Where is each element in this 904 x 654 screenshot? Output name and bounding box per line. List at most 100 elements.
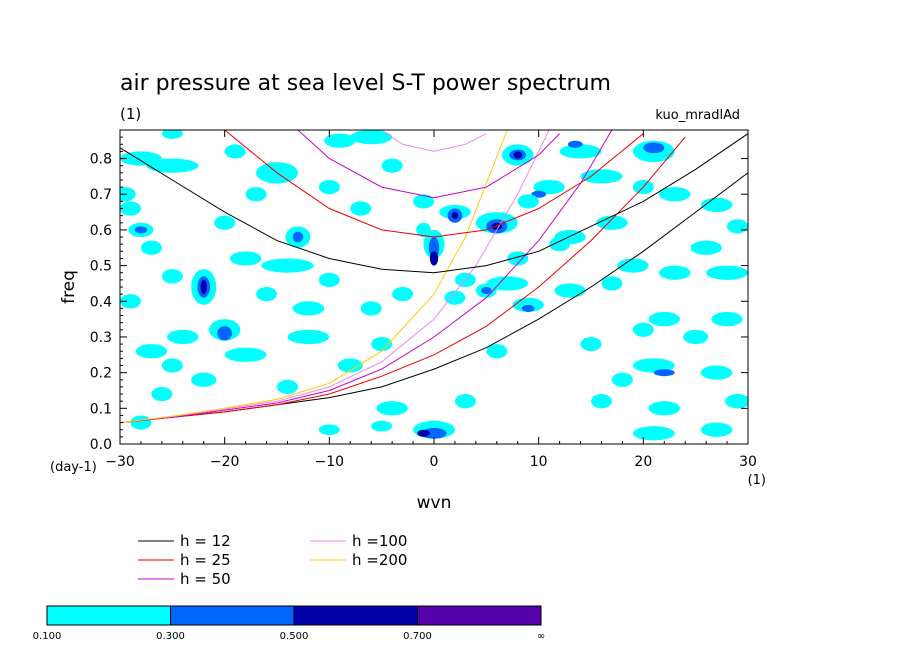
power-contours: [120, 119, 748, 441]
dispersion-curve-eig: [120, 130, 508, 424]
power-blob: [350, 130, 393, 145]
power-blob: [724, 394, 748, 409]
legend-label: h =200: [352, 551, 407, 569]
power-blob: [517, 194, 539, 209]
power-blob: [371, 336, 393, 352]
power-blob: [533, 179, 565, 195]
power-blob: [612, 119, 633, 126]
power-blob: [191, 372, 217, 387]
power-blob: [161, 130, 183, 139]
power-blob: [337, 358, 363, 373]
x-axis: −30 −20 −10 0 10 20 30: [105, 130, 757, 470]
power-blob: [413, 194, 434, 209]
power-blob: [292, 231, 304, 243]
power-blob: [135, 344, 168, 359]
y-tick-label: 0.1: [90, 401, 112, 417]
chart-subtitle-right: kuo_mradlAd: [655, 108, 740, 123]
power-blob: [700, 365, 733, 380]
power-blob: [481, 287, 492, 295]
power-blob: [617, 258, 649, 273]
power-blob: [416, 222, 431, 238]
y-axis-title: freq: [59, 270, 79, 304]
colorbar-swatch: [293, 605, 418, 626]
chart-subtitle-left: (1): [120, 105, 141, 123]
power-blob: [601, 276, 623, 291]
dispersion-curve-eig: [120, 172, 748, 424]
legend-label: h = 50: [180, 570, 231, 588]
power-blob: [559, 144, 602, 159]
power-blob: [120, 201, 141, 216]
power-blob: [256, 287, 277, 302]
legend-label: h = 25: [180, 551, 231, 569]
dispersion-curve-eig: [120, 130, 613, 424]
power-blob: [140, 240, 162, 255]
colorbar-label: 0.500: [280, 631, 309, 642]
power-blob: [277, 379, 298, 395]
power-blob: [350, 201, 372, 216]
power-blob: [554, 283, 586, 298]
power-blob: [318, 272, 340, 288]
power-blob: [376, 401, 408, 416]
y-tick-label: 0.4: [90, 294, 112, 310]
power-blob: [392, 287, 414, 302]
power-blob: [371, 420, 393, 432]
power-blob: [146, 158, 199, 173]
colorbar-label: ∞: [537, 631, 545, 642]
legend-label: h = 12: [180, 532, 231, 550]
y-unit-label: (day-1): [50, 460, 97, 475]
y-axis: 0.0 0.1 0.2 0.3 0.4 0.5 0.6 0.7 0.8: [90, 136, 748, 453]
power-blob: [444, 290, 466, 305]
colorbar-label: 0.300: [156, 631, 185, 642]
x-tick-label: 10: [530, 454, 548, 470]
x-axis-title: wvn: [417, 493, 452, 513]
x-tick-label: 20: [634, 454, 652, 470]
power-blob: [381, 158, 403, 173]
legend-label: h =100: [352, 532, 407, 550]
power-blob: [151, 386, 173, 402]
power-blob: [245, 187, 267, 202]
power-blob: [224, 144, 246, 159]
power-blob: [429, 251, 439, 266]
power-blob: [580, 169, 623, 184]
power-blob: [224, 347, 267, 362]
colorbar-swatch: [170, 605, 295, 626]
y-tick-label: 0.6: [90, 223, 112, 239]
x-tick-label: 0: [430, 454, 439, 470]
power-blob: [287, 329, 330, 345]
power-blob: [567, 140, 583, 148]
power-blob: [229, 251, 262, 266]
power-blob: [513, 151, 522, 159]
y-tick-label: 0.0: [90, 437, 112, 453]
power-blob: [292, 301, 325, 316]
power-blob: [611, 372, 633, 387]
power-blob: [632, 322, 654, 337]
power-blob: [648, 401, 680, 416]
power-blob: [161, 358, 183, 373]
power-blob: [217, 326, 232, 341]
power-blob: [451, 212, 459, 220]
colorbar-label: 0.100: [33, 631, 62, 642]
power-blob: [549, 237, 571, 252]
power-blob: [200, 279, 207, 295]
x-unit-label: (1): [748, 473, 766, 488]
power-blob: [521, 304, 535, 312]
power-blob: [421, 427, 447, 439]
power-blob: [700, 422, 733, 437]
power-blob: [130, 415, 152, 430]
power-blob: [134, 226, 148, 234]
power-blob: [214, 215, 236, 230]
y-tick-label: 0.5: [90, 259, 112, 275]
dispersion-curve-eig: [120, 136, 686, 424]
y-tick-label: 0.2: [90, 366, 112, 382]
dispersion-curve-ig: [120, 133, 748, 274]
power-blob: [690, 240, 722, 255]
power-blob: [324, 133, 356, 148]
power-blob: [120, 187, 136, 202]
power-blob: [454, 272, 476, 288]
power-blob: [486, 276, 529, 291]
colorbar-label: 0.700: [403, 631, 432, 642]
dispersion-curve-ig: [297, 130, 560, 199]
power-blob: [318, 424, 340, 436]
